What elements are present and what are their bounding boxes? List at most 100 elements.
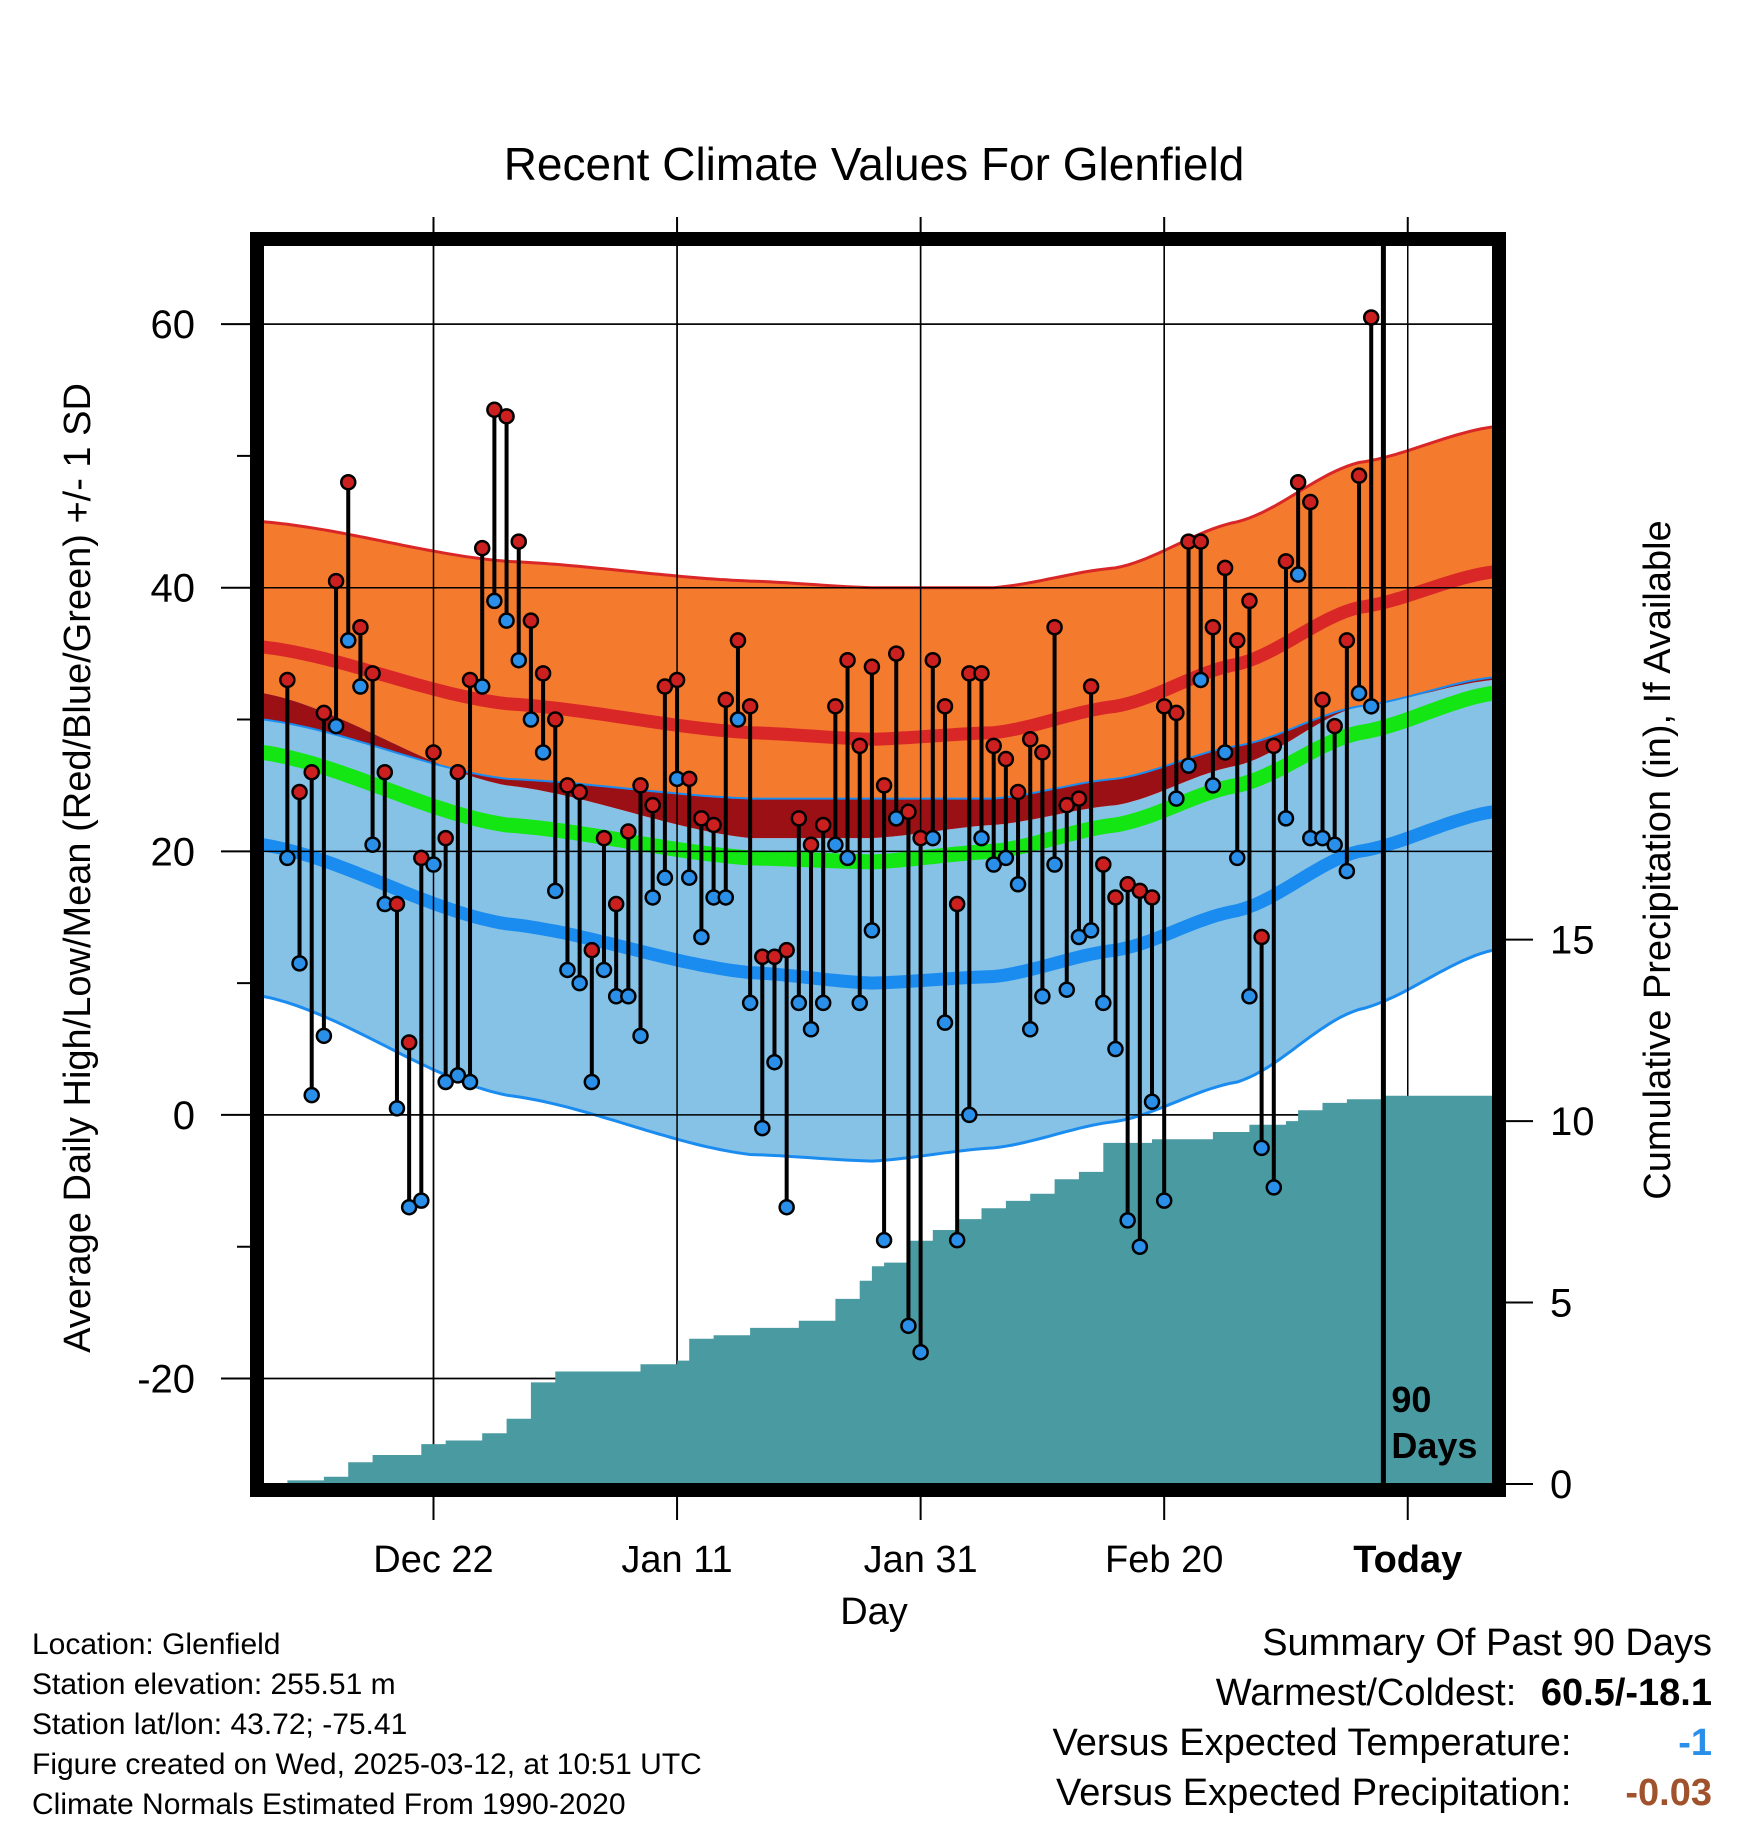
low-marker — [461, 1073, 479, 1091]
high-marker — [1204, 618, 1222, 636]
high-marker — [315, 704, 333, 722]
low-marker — [839, 849, 856, 867]
summary-warmest-coldest: Warmest/Coldest: 60.5/-18.1 — [1216, 1672, 1712, 1715]
high-marker — [291, 783, 308, 801]
low-marker — [595, 961, 613, 979]
low-marker — [948, 1231, 966, 1249]
high-marker — [693, 810, 710, 827]
high-marker — [510, 533, 527, 550]
low-marker — [656, 869, 674, 886]
low-marker — [827, 836, 844, 853]
high-marker — [1131, 882, 1149, 900]
high-marker — [1082, 678, 1100, 695]
high-marker — [400, 1034, 418, 1051]
low-marker — [1034, 988, 1051, 1005]
plot-frame — [250, 232, 1506, 1497]
low-marker — [486, 592, 503, 610]
footer-location: Location: Glenfield — [32, 1628, 281, 1661]
low-marker — [364, 836, 381, 853]
low-marker — [571, 974, 588, 992]
low-marker — [997, 849, 1015, 867]
low-marker — [790, 994, 808, 1012]
high-marker — [888, 645, 905, 662]
high-marker — [473, 539, 491, 557]
low-marker — [352, 678, 369, 695]
high-marker — [303, 763, 320, 781]
high-marker — [461, 671, 479, 689]
summary-title: Summary Of Past 90 Days — [1262, 1622, 1712, 1664]
today-days-label: Days — [1391, 1425, 1477, 1466]
low-marker — [1350, 684, 1368, 702]
low-marker — [1265, 1179, 1283, 1196]
low-marker — [973, 829, 990, 847]
low-marker — [1168, 790, 1185, 807]
low-marker — [985, 856, 1002, 873]
low-marker — [1229, 849, 1246, 867]
low-marker — [1253, 1139, 1270, 1157]
high-marker — [559, 777, 576, 794]
high-marker — [376, 763, 394, 781]
high-marker — [1192, 533, 1209, 550]
low-marker — [437, 1073, 454, 1091]
summary-warmest-coldest-label: Warmest/Coldest: — [1215, 1672, 1517, 1714]
x-tick-label: Dec 22 — [373, 1539, 493, 1581]
high-marker — [1107, 889, 1124, 906]
y-tick-label: 40 — [151, 567, 196, 611]
y2-tick-label: 5 — [1550, 1282, 1572, 1326]
low-marker — [1070, 928, 1088, 946]
high-marker — [449, 763, 467, 781]
chart-title: Recent Climate Values For Glenfield — [504, 138, 1245, 190]
high-marker — [1095, 856, 1112, 873]
summary-temp: Versus Expected Temperature: -1 — [1053, 1722, 1712, 1765]
low-marker — [1155, 1192, 1173, 1209]
high-marker — [680, 770, 698, 788]
low-marker — [522, 711, 540, 728]
high-marker — [1253, 928, 1270, 946]
low-marker — [1338, 862, 1356, 880]
low-marker — [279, 849, 296, 867]
high-marker — [973, 665, 990, 682]
high-marker — [936, 698, 954, 715]
footer-elevation: Station elevation: 255.51 m — [32, 1668, 396, 1701]
low-marker — [473, 678, 491, 695]
summary-temp-value: -1 — [1678, 1722, 1712, 1764]
x-tick-label: Jan 31 — [864, 1539, 978, 1581]
low-marker — [315, 1027, 333, 1045]
high-marker — [1216, 559, 1234, 577]
high-marker — [1265, 737, 1283, 755]
high-marker — [1034, 744, 1051, 761]
high-marker — [498, 408, 515, 425]
high-marker — [388, 895, 406, 913]
high-marker — [851, 737, 868, 755]
low-marker — [741, 994, 759, 1012]
high-marker — [802, 836, 820, 853]
high-marker — [1168, 704, 1185, 722]
low-marker — [388, 1100, 406, 1117]
precip-area — [287, 1095, 1493, 1484]
high-marker — [875, 777, 893, 794]
low-marker — [449, 1067, 467, 1084]
y-axis-title: Average Daily High/Low/Mean (Red/Blue/Gr… — [57, 383, 99, 1353]
low-marker — [851, 994, 868, 1012]
x-tick-label: Feb 20 — [1105, 1539, 1223, 1581]
low-marker — [1107, 1040, 1124, 1058]
low-marker — [1143, 1093, 1161, 1111]
low-marker — [1095, 994, 1112, 1012]
high-marker — [1058, 796, 1076, 814]
high-marker — [1155, 698, 1173, 715]
high-marker — [1070, 790, 1088, 807]
low-marker — [559, 961, 576, 979]
high-marker — [1277, 553, 1295, 570]
high-marker — [1350, 467, 1368, 484]
high-marker — [948, 895, 966, 913]
summary-temp-label: Versus Expected Temperature: — [1052, 1722, 1572, 1764]
low-marker — [1241, 988, 1258, 1005]
high-marker — [1143, 889, 1161, 906]
footer-normals: Climate Normals Estimated From 1990-2020 — [32, 1788, 626, 1821]
low-marker — [534, 744, 552, 761]
low-marker — [1058, 981, 1076, 998]
high-marker — [741, 698, 759, 715]
footer-created: Figure created on Wed, 2025-03-12, at 10… — [32, 1748, 702, 1781]
high-marker — [522, 612, 540, 629]
summary-precip-value: -0.03 — [1625, 1772, 1712, 1814]
